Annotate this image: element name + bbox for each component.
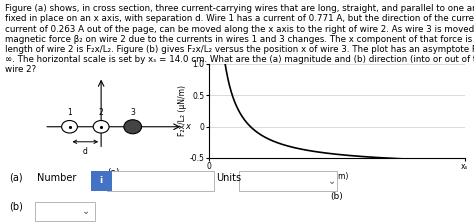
- Text: wire 2?: wire 2?: [5, 65, 36, 74]
- Text: ⌄: ⌄: [82, 207, 90, 216]
- Text: (a): (a): [108, 168, 120, 177]
- Circle shape: [62, 121, 77, 133]
- Text: 1: 1: [67, 108, 72, 117]
- Text: x: x: [185, 122, 190, 131]
- Text: i: i: [100, 176, 103, 185]
- Text: ∞. The horizontal scale is set by xₛ = 14.0 cm. What are the (a) magnitude and (: ∞. The horizontal scale is set by xₛ = 1…: [5, 55, 474, 64]
- Y-axis label: F₂x/L₂ (μN/m): F₂x/L₂ (μN/m): [178, 85, 187, 136]
- FancyBboxPatch shape: [91, 171, 111, 190]
- Text: current of 0.263 A out of the page, can be moved along the x axis to the right o: current of 0.263 A out of the page, can …: [5, 25, 474, 34]
- Text: (b): (b): [9, 202, 23, 212]
- FancyBboxPatch shape: [239, 171, 337, 190]
- Text: 3: 3: [130, 108, 135, 117]
- Text: Figure (a) shows, in cross section, three current-carrying wires that are long, : Figure (a) shows, in cross section, thre…: [5, 4, 474, 13]
- Text: Units: Units: [216, 173, 241, 183]
- Text: fixed in place on an x axis, with separation d. Wire 1 has a current of 0.771 A,: fixed in place on an x axis, with separa…: [5, 15, 474, 24]
- FancyBboxPatch shape: [107, 171, 214, 190]
- Text: Number: Number: [37, 173, 77, 183]
- Text: ⌄: ⌄: [328, 176, 336, 186]
- Circle shape: [93, 121, 109, 133]
- Text: (a): (a): [9, 173, 23, 183]
- Text: magnetic force β₂ on wire 2 due to the currents in wires 1 and 3 changes. The x : magnetic force β₂ on wire 2 due to the c…: [5, 35, 474, 44]
- Text: (b): (b): [330, 192, 343, 201]
- Text: d: d: [83, 147, 88, 156]
- Text: 2: 2: [99, 108, 103, 117]
- FancyBboxPatch shape: [35, 202, 95, 221]
- Circle shape: [124, 120, 142, 134]
- Text: length of wire 2 is F₂x/L₂. Figure (b) gives F₂x/L₂ versus the position x of wir: length of wire 2 is F₂x/L₂. Figure (b) g…: [5, 45, 474, 54]
- X-axis label: x (cm): x (cm): [324, 172, 349, 181]
